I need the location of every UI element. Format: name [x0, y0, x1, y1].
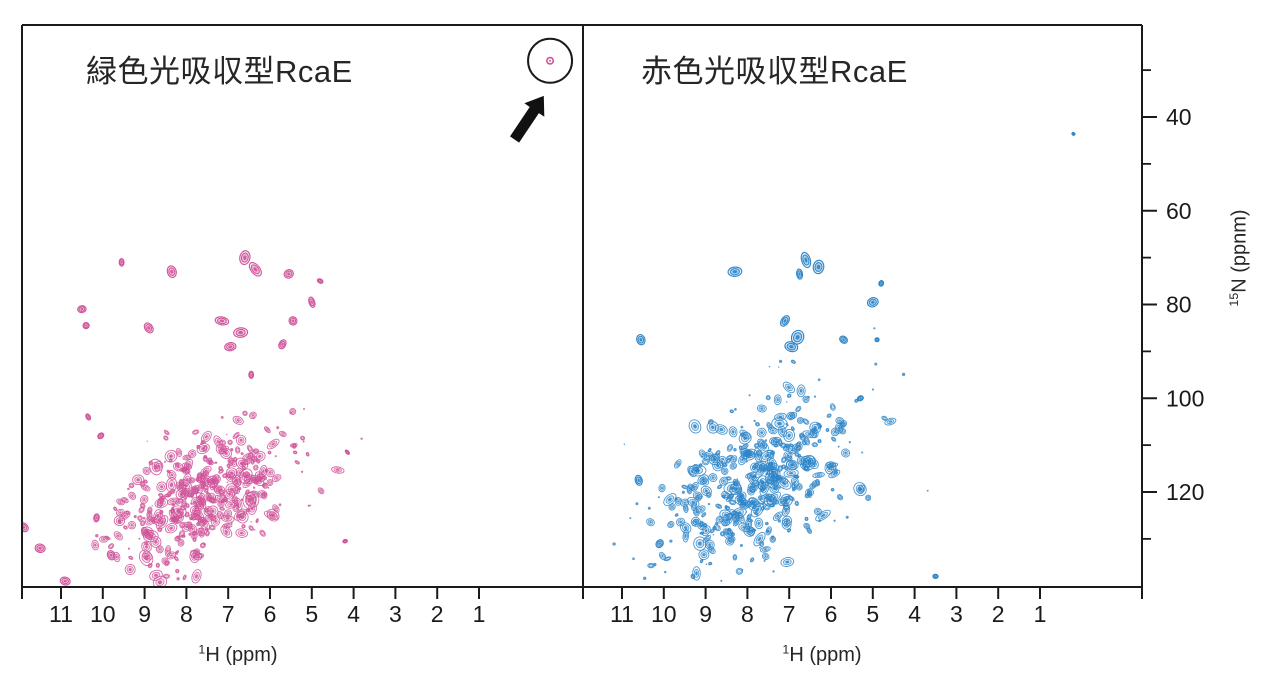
- x-tick-label: 3: [389, 601, 402, 627]
- y-tick-label: 40: [1166, 104, 1192, 130]
- x-tick-label: 1: [1034, 601, 1047, 627]
- xaxis-label-text: H (ppm): [205, 644, 278, 666]
- x-tick-label: 9: [699, 601, 712, 627]
- right-xaxis-label: 1H (ppm): [782, 642, 862, 667]
- x-tick-label: 8: [741, 601, 754, 627]
- y-tick-label: 60: [1166, 198, 1192, 224]
- left-spectrum-contours: [23, 250, 363, 586]
- x-tick-label: 5: [305, 601, 318, 627]
- yaxis-label: 15N (ppnm): [1226, 209, 1252, 307]
- annotation-arrow: [510, 95, 545, 143]
- x-tick-label: 6: [825, 601, 838, 627]
- left-xaxis-label: 1H (ppm): [198, 642, 278, 667]
- x-tick-label: 3: [950, 601, 963, 627]
- x-tick-label: 9: [138, 601, 151, 627]
- x-tick-label: 11: [610, 601, 634, 627]
- right-panel-title: 赤色光吸収型RcaE: [641, 54, 908, 89]
- highlight-circle: [527, 37, 574, 84]
- x-tick-label: 7: [783, 601, 796, 627]
- x-tick-label: 2: [992, 601, 1005, 627]
- yaxis-label-text: N (ppnm): [1228, 209, 1251, 293]
- n15-superscript: 15: [1226, 292, 1241, 307]
- x-tick-label: 2: [431, 601, 444, 627]
- x-tick-label: 11: [49, 601, 73, 627]
- h1-superscript: 1: [782, 642, 790, 657]
- y-tick-label: 120: [1166, 479, 1204, 505]
- x-tick-label: 1: [473, 601, 486, 627]
- right-spectrum-contours: [612, 131, 1076, 582]
- x-tick-label: 4: [908, 601, 921, 627]
- xaxis-label-text: H (ppm): [789, 644, 862, 666]
- x-tick-label: 5: [866, 601, 879, 627]
- x-tick-label: 4: [347, 601, 360, 627]
- x-tick-label: 8: [180, 601, 193, 627]
- h1-superscript: 1: [198, 642, 206, 657]
- x-tick-label: 7: [222, 601, 235, 627]
- left-panel-title: 緑色光吸収型RcaE: [86, 54, 353, 89]
- y-tick-label: 80: [1166, 292, 1192, 318]
- x-tick-label: 6: [264, 601, 277, 627]
- y-tick-label: 100: [1166, 385, 1204, 411]
- x-tick-label: 10: [90, 601, 116, 627]
- x-tick-label: 10: [651, 601, 677, 627]
